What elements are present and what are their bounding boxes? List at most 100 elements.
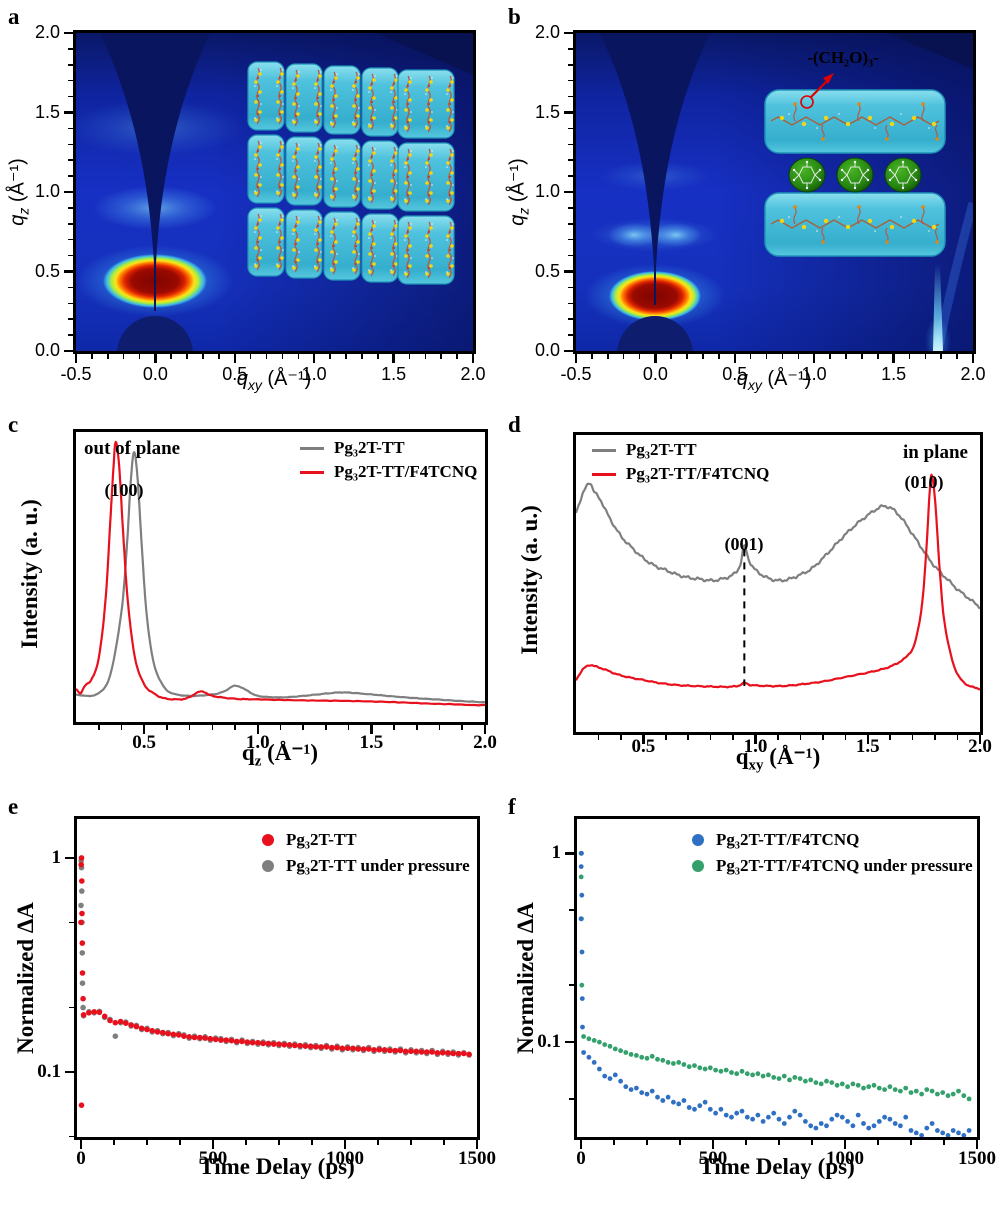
axis-tick [68,223,73,225]
annotation-arrowhead [823,73,834,84]
x-tick-label: 0.0 [142,364,168,384]
axis-tick [370,725,373,734]
x-tick-label: 1000 [825,1148,864,1169]
legend-item: Pg₃2T-TT/F4TCNQ [692,830,859,852]
halo-lobe-left [608,223,660,247]
y-tick-label: 0.1 [37,1060,61,1082]
axis-tick [68,127,73,130]
legend-label: Pg₃2T-TT/F4TCNQ [334,462,478,481]
axis-tick [302,725,305,730]
legend-label: Pg₃2T-TT/F4TCNQ [716,830,860,849]
axis-tick [892,354,895,363]
axis-tick [166,725,168,730]
legend-label: Pg₃2T-TT/F4TCNQ [626,464,770,483]
axis-tick [569,984,574,987]
legend-dot-swatch [692,860,704,872]
axis-tick [568,318,573,320]
legend-item: Pg₃2T-TT/F4TCNQ [592,464,769,486]
axis-tick [202,354,204,359]
x-tick-label: 1500 [958,1148,996,1169]
axis-tick [68,207,73,209]
scatter-plot-f [574,816,980,1140]
axis-tick [68,286,73,289]
chart-canvas-f [578,850,972,1137]
axis-tick [975,1140,979,1149]
axis-tick [844,735,847,740]
x-tick-label: 0.0 [642,364,668,384]
axis-tick [564,111,573,114]
legend-label: Pg₃2T-TT under pressure [286,856,470,875]
axis-tick [218,354,220,359]
axis-tick [211,1140,215,1149]
y-axis-label-a: qz (Å⁻¹) [6,158,32,226]
y-tick-label: 1 [551,842,562,864]
axis-tick [64,31,73,35]
axis-tick [777,735,779,740]
axis-tick [393,725,395,730]
axis-tick [564,270,573,273]
x-tick-label: 0.5 [631,736,656,757]
legend-dot-swatch [692,834,704,846]
beamstop-shadow [617,316,693,351]
axis-tick [718,354,720,359]
axis-tick [702,354,704,359]
x-tick-label: 1.0 [245,732,270,753]
axis-tick [461,725,464,730]
axis-tick [416,725,418,730]
axis-tick [686,354,688,359]
axis-tick [732,735,734,740]
giwaxs-plot-a [73,30,476,354]
axis-tick [797,354,800,359]
axis-tick [97,725,100,730]
axis-tick [69,1135,74,1138]
x-tick-label: -0.5 [560,364,592,384]
panel-b: b [500,0,1000,410]
axis-tick [670,354,673,359]
y-axis-label-e: Normalized ΔA [13,902,38,1054]
axis-tick [278,1140,280,1145]
axis-tick [68,302,73,305]
axis-tick [813,354,816,363]
legend-item: Pg₃2T-TT [262,830,357,852]
legend-label: Pg₃2T-TT [286,830,357,849]
x-tick-label: 2.0 [473,732,497,753]
axis-tick [877,1140,879,1145]
x-tick-label: 1.5 [381,364,407,384]
axis-tick [68,318,73,320]
y-tick-label: 0.1 [537,1031,561,1053]
axis-tick [170,354,173,359]
axis-tick [154,354,157,363]
axis-tick [471,354,475,363]
line-plot-c [73,429,488,725]
axis-tick [475,1140,479,1149]
axis-tick [568,159,573,161]
legend-line-swatch [592,472,616,476]
axis-tick [622,354,625,359]
axis-tick [113,1140,115,1145]
axis-tick [281,354,284,359]
axis-tick [245,1140,247,1145]
x-axis-label-a: qxy (Å⁻¹) [236,368,312,393]
x-tick-label: 2.0 [960,364,986,384]
panel-e: e Pg₃2T-TT Pg₃2T-TT under pressure Time … [0,790,500,1205]
axis-tick [687,735,690,740]
legend-line-swatch [300,446,324,450]
side-chain-annotation: -(CH₂O)₃- [807,48,879,67]
axis-tick [376,354,379,359]
axis-tick [574,354,578,363]
axis-tick [297,354,300,359]
axis-tick [569,1098,574,1100]
scatter-series [578,850,972,1137]
axis-tick [924,354,927,359]
y-tick-label: 1.0 [534,181,560,201]
axis-tick [569,909,574,911]
axis-tick [69,921,74,924]
axis-tick [440,354,443,359]
axis-tick [443,1140,445,1145]
x-axis-label-f: Time Delay (ps) [699,1154,855,1179]
axis-tick [313,354,316,363]
axis-tick [188,725,191,730]
series-pristine [576,482,980,610]
axis-tick [249,354,252,359]
